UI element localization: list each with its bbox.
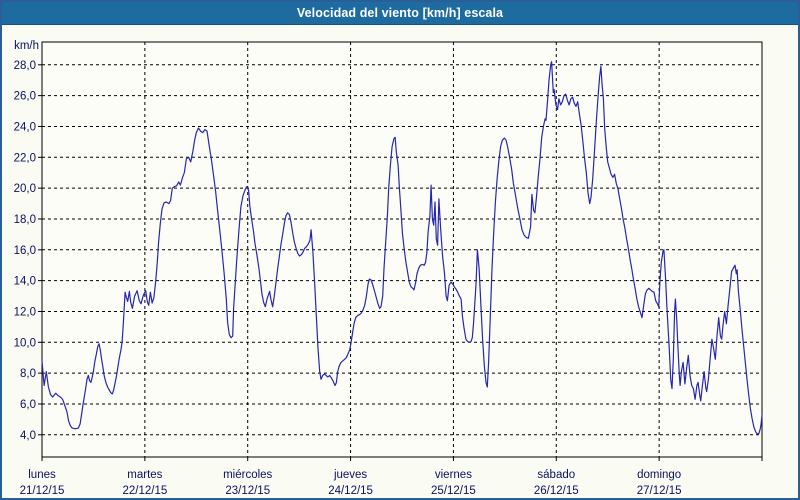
x-day-name-label: sábado	[537, 469, 575, 481]
x-day-name-label: viernes	[435, 469, 472, 481]
y-tick-label: 22,0	[14, 152, 36, 164]
y-tick-label: 6,0	[20, 399, 36, 411]
y-tick-label: 4,0	[20, 430, 36, 442]
x-day-name-label: jueves	[333, 469, 367, 481]
x-day-name-label: lunes	[28, 469, 56, 481]
title-bar: Velocidad del viento [km/h] escala	[2, 2, 798, 25]
y-tick-label: 10,0	[14, 337, 36, 349]
y-tick-label: 16,0	[14, 245, 36, 257]
wind-speed-line	[41, 61, 763, 435]
x-day-name-label: domingo	[637, 469, 681, 481]
y-tick-label: 18,0	[14, 214, 36, 226]
y-tick-label: 8,0	[20, 368, 36, 380]
x-day-date-label: 24/12/15	[328, 485, 373, 497]
x-day-date-label: 26/12/15	[534, 485, 579, 497]
y-tick-label: 26,0	[14, 91, 36, 103]
x-day-name-label: miércoles	[223, 469, 272, 481]
x-day-name-label: martes	[127, 469, 162, 481]
x-day-date-label: 22/12/15	[122, 485, 167, 497]
y-tick-label: 20,0	[14, 183, 36, 195]
y-tick-label: 24,0	[14, 121, 36, 133]
x-day-date-label: 25/12/15	[431, 485, 476, 497]
y-tick-label: 14,0	[14, 276, 36, 288]
chart-area: 4,0 6,0 8,0 10,0 12,0 14,0 16,0 18,0 20,0 22,0 24,…	[2, 25, 798, 498]
x-day-date-label: 23/12/15	[225, 485, 270, 497]
window-title: Velocidad del viento [km/h] escala	[296, 6, 504, 20]
x-day-date-label: 27/12/15	[637, 485, 682, 497]
y-tick-label: 12,0	[14, 306, 36, 318]
y-axis-unit-label: km/h	[14, 40, 39, 52]
y-tick-label: 28,0	[14, 60, 36, 72]
wind-speed-chart: 4,0 6,0 8,0 10,0 12,0 14,0 16,0 18,0 20,0 22,0 24,…	[14, 40, 763, 497]
x-day-date-label: 21/12/15	[20, 485, 65, 497]
